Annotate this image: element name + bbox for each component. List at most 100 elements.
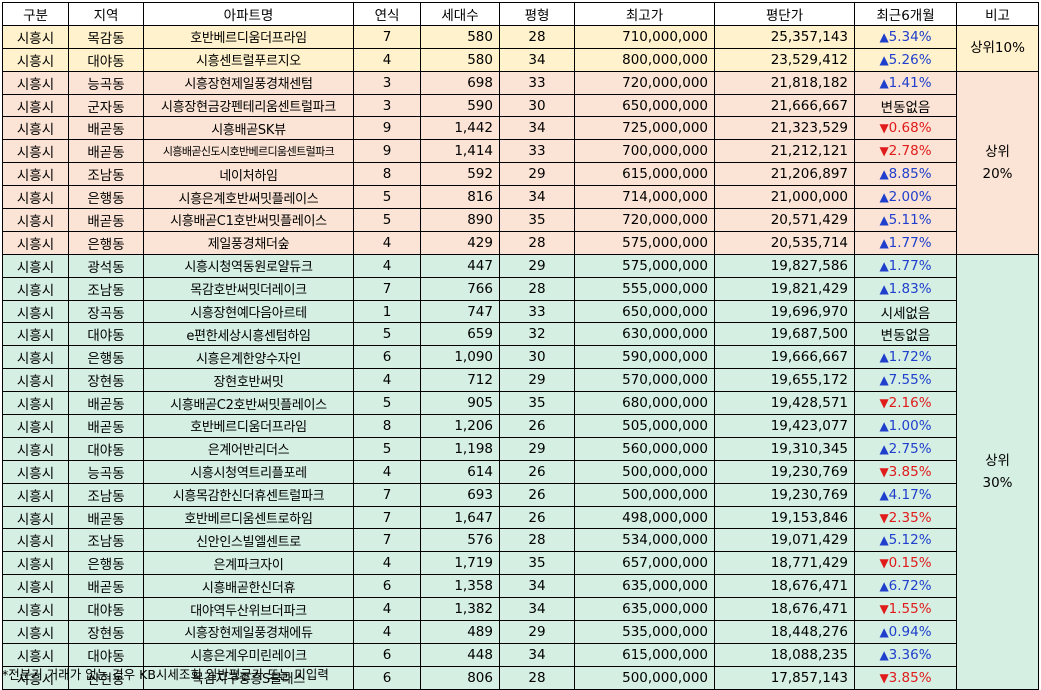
- cell-size: 34: [499, 642, 575, 667]
- header-row: 구분 지역 아파트명 연식 세대수 평형 최고가 평단가 최근6개월 비고: [2, 2, 1039, 26]
- table-row: 시흥시 대야동 대야역두산위브더파크 4 1,382 34 635,000,000 18,67…: [2, 597, 1039, 622]
- change-value: 0.15%: [888, 555, 932, 572]
- group-label: 상위 30%: [982, 452, 1013, 491]
- cell-price-per-pyeong: 19,153,846: [714, 505, 855, 530]
- cell-max-price: 650,000,000: [574, 299, 715, 324]
- table-row: 시흥시 능곡동 시흥장현제일풍경채센텀 3 698 33 720,000,000 21,818…: [2, 70, 1039, 255]
- cell-age: 4: [353, 597, 421, 622]
- cell-price-per-pyeong: 21,666,667: [714, 93, 855, 118]
- change-value: 5.34%: [888, 28, 932, 45]
- cell-price-per-pyeong: 18,448,276: [714, 620, 855, 644]
- triangle-down-icon: ▼: [879, 144, 889, 159]
- table-row: 시흥시 대야동 시흥은계우미린레이크 6 448 34 615,000,000 18,088,…: [2, 642, 1039, 667]
- cell-dong: 장현동: [68, 368, 144, 393]
- cell-price-per-pyeong: 19,696,970: [714, 299, 855, 324]
- cell-apt-name: 시흥배곧한신더휴: [143, 574, 354, 599]
- cell-dong: 대야동: [68, 436, 144, 461]
- change-value: 2.75%: [888, 440, 932, 457]
- cell-max-price: 650,000,000: [574, 93, 715, 118]
- table-row: 시흥시 배곧동 호반베르디움더프라임 8 1,206 26 505,000,000 19,42…: [2, 414, 1039, 438]
- cell-max-price: 498,000,000: [574, 505, 715, 530]
- cell-size: 28: [499, 230, 575, 255]
- cell-price-per-pyeong: 19,687,500: [714, 322, 855, 347]
- change-value: 5.11%: [888, 211, 932, 228]
- table-row: 시흥시 산현동 목감지구중흥S클래스 6 806 28 500,000,000 17,857,…: [2, 665, 1039, 690]
- cell-size: 26: [499, 505, 575, 530]
- change-value: 1.77%: [888, 257, 932, 274]
- cell-recent-6m: ▲2.75%: [854, 436, 957, 461]
- change-value: 5.12%: [888, 532, 932, 549]
- cell-max-price: 535,000,000: [574, 620, 715, 644]
- cell-max-price: 700,000,000: [574, 139, 715, 164]
- cell-dong: 산현동: [68, 665, 144, 690]
- cell-size: 30: [499, 345, 575, 370]
- cell-age: 6: [353, 642, 421, 667]
- cell-units: 1,382: [420, 597, 500, 622]
- cell-gu: 시흥시: [2, 528, 69, 553]
- cell-dong: 장곡동: [68, 299, 144, 324]
- table-row: 시흥시 배곧동 시흥배곧SK뷰 9 1,442 34 725,000,000 21,323,5…: [2, 116, 1039, 141]
- cell-size: 34: [499, 47, 575, 72]
- cell-size: 34: [499, 185, 575, 210]
- cell-age: 5: [353, 322, 421, 347]
- cell-apt-name: 시흥배곧신도시호반베르디움센트럴파크: [143, 139, 354, 164]
- cell-recent-6m: ▼3.85%: [854, 665, 957, 690]
- cell-dong: 대야동: [68, 47, 144, 72]
- cell-dong: 배곧동: [68, 505, 144, 530]
- change-value: 4.17%: [888, 486, 932, 503]
- cell-gu: 시흥시: [2, 391, 69, 416]
- cell-units: 580: [420, 47, 500, 72]
- cell-price-per-pyeong: 21,206,897: [714, 162, 855, 187]
- cell-gu: 시흥시: [2, 299, 69, 324]
- cell-age: 6: [353, 345, 421, 370]
- triangle-up-icon: ▲: [879, 647, 889, 662]
- cell-gu: 시흥시: [2, 642, 69, 667]
- triangle-up-icon: ▲: [879, 212, 889, 227]
- cell-max-price: 560,000,000: [574, 436, 715, 461]
- change-value: 1.72%: [888, 349, 932, 366]
- change-value: 5.26%: [888, 51, 932, 68]
- change-value: 2.16%: [888, 395, 932, 412]
- triangle-up-icon: ▲: [879, 190, 889, 205]
- cell-gu: 시흥시: [2, 665, 69, 690]
- cell-apt-name: 시흥목감한신더휴센트럴파크: [143, 482, 354, 507]
- cell-dong: 배곧동: [68, 574, 144, 599]
- cell-dong: 대야동: [68, 642, 144, 667]
- cell-max-price: 615,000,000: [574, 162, 715, 187]
- table-row: 시흥시 장현동 장현호반써밋 4 712 29 570,000,000 19,655,172 ▲…: [2, 368, 1039, 393]
- cell-units: 766: [420, 276, 500, 301]
- cell-recent-6m: ▲1.83%: [854, 276, 957, 301]
- table-row: 시흥시 조남동 목감호반써밋더레이크 7 766 28 555,000,000 19,821,…: [2, 276, 1039, 301]
- change-value: 변동없음: [880, 328, 931, 345]
- cell-apt-name: 신안인스빌엘센트로: [143, 528, 354, 553]
- cell-price-per-pyeong: 19,428,571: [714, 391, 855, 416]
- cell-recent-6m: ▼2.16%: [854, 391, 957, 416]
- cell-max-price: 680,000,000: [574, 391, 715, 416]
- change-value: 3.85%: [888, 463, 932, 480]
- cell-recent-6m: ▲5.34%: [854, 24, 957, 49]
- cell-size: 33: [499, 139, 575, 164]
- cell-gu: 시흥시: [2, 208, 69, 232]
- header-size: 평형: [499, 2, 575, 26]
- cell-max-price: 575,000,000: [574, 230, 715, 255]
- cell-price-per-pyeong: 19,666,667: [714, 345, 855, 370]
- cell-max-price: 615,000,000: [574, 642, 715, 667]
- cell-recent-6m: ▼1.55%: [854, 597, 957, 622]
- cell-units: 698: [420, 70, 500, 95]
- cell-gu: 시흥시: [2, 620, 69, 644]
- cell-age: 4: [353, 368, 421, 393]
- cell-age: 5: [353, 391, 421, 416]
- cell-dong: 대야동: [68, 597, 144, 622]
- cell-dong: 능곡동: [68, 70, 144, 95]
- change-value: 0.94%: [888, 623, 932, 640]
- cell-gu: 시흥시: [2, 116, 69, 141]
- cell-age: 9: [353, 139, 421, 164]
- triangle-up-icon: ▲: [879, 167, 889, 182]
- cell-apt-name: 시흥센트럴푸르지오: [143, 47, 354, 72]
- cell-apt-name: 시흥장현예다음아르테: [143, 299, 354, 324]
- cell-max-price: 500,000,000: [574, 459, 715, 484]
- triangle-up-icon: ▲: [879, 579, 889, 594]
- cell-age: 8: [353, 414, 421, 438]
- cell-apt-name: 시흥은계한양수자인: [143, 345, 354, 370]
